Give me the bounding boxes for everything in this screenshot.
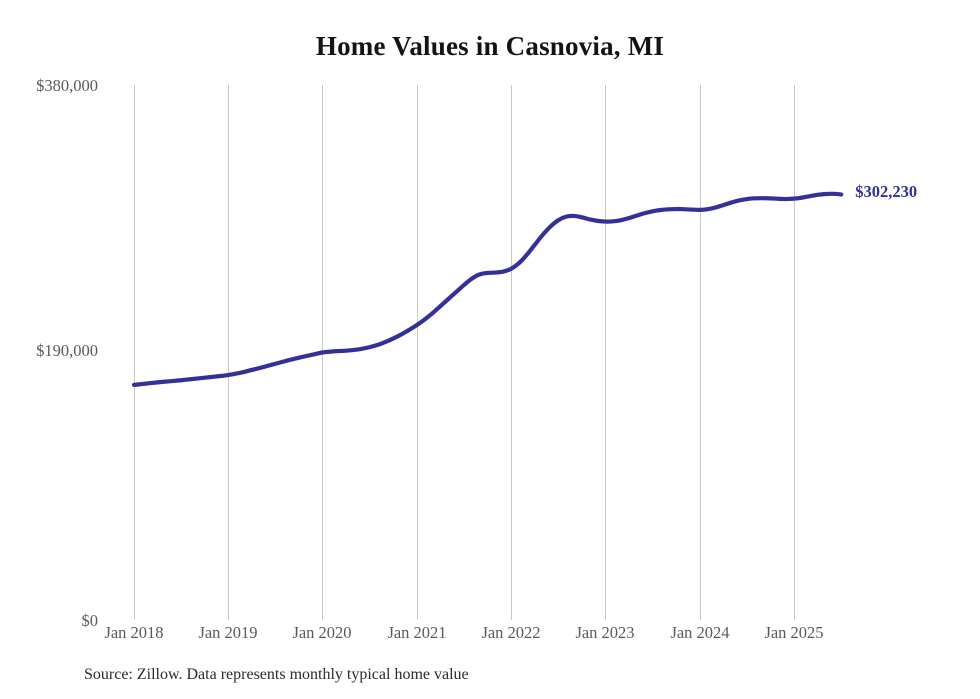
gridline-jan-2023	[605, 85, 606, 620]
gridline-jan-2018	[134, 85, 135, 620]
source-note: Source: Zillow. Data represents monthly …	[84, 666, 469, 683]
gridline-jan-2024	[700, 85, 701, 620]
page-title: Home Values in Casnovia, MI	[315, 31, 665, 61]
gridline-jan-2025	[794, 85, 795, 620]
gridline-jan-2019	[228, 85, 229, 620]
y-axis-tick-label: $380,000	[36, 76, 98, 95]
end-value-label: $302,230	[855, 182, 918, 202]
gridline-jan-2021	[417, 85, 418, 620]
y-axis-tick-label: $0	[81, 611, 99, 630]
x-axis-tick-label: Jan 2018	[104, 623, 164, 642]
x-axis-tick-label: Jan 2020	[292, 623, 352, 642]
x-axis-tick-label: Jan 2023	[575, 623, 635, 642]
x-axis-tick-label: Jan 2022	[481, 623, 541, 642]
x-axis-tick-label: Jan 2025	[764, 623, 824, 642]
value-line	[131, 191, 844, 387]
x-axis-tick-label: Jan 2021	[387, 623, 447, 642]
x-axis-tick-label: Jan 2019	[198, 623, 258, 642]
y-axis-tick-label: $190,000	[36, 341, 98, 360]
x-axis-tick-label: Jan 2024	[670, 623, 730, 642]
gridline-jan-2022	[511, 85, 512, 620]
